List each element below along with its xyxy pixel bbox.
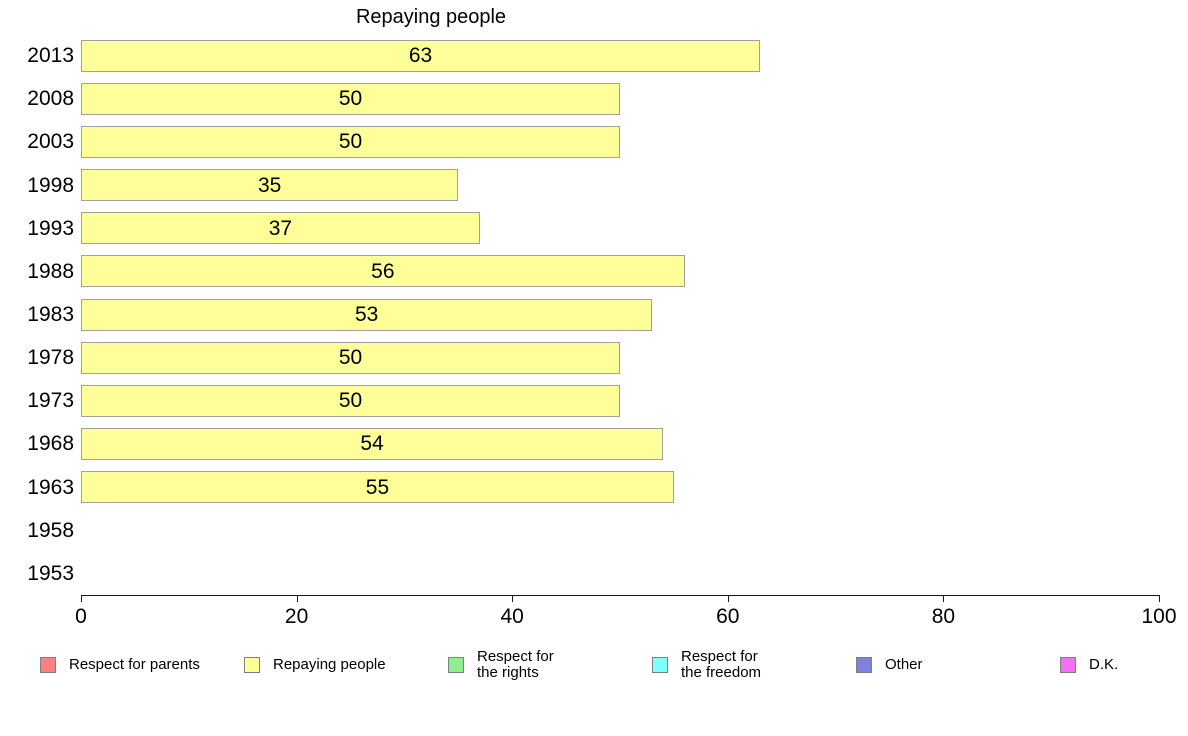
year-label: 1958 <box>27 518 74 542</box>
x-tick-mark <box>296 595 298 602</box>
bar-track: 53 <box>81 298 1159 331</box>
bar: 63 <box>81 39 761 72</box>
year-label: 1993 <box>27 216 74 240</box>
bar-row: 1988 56 <box>0 250 1159 293</box>
legend-label-respect-for-the-rights: Respect for the rights <box>477 648 554 681</box>
x-tick-label: 20 <box>284 605 309 628</box>
bar: 55 <box>81 471 674 504</box>
year-label: 2003 <box>27 130 74 154</box>
x-tick-mark <box>512 595 514 602</box>
bar-track: 50 <box>81 384 1159 417</box>
bar-value-label: 53 <box>354 303 379 327</box>
bar: 35 <box>81 169 459 202</box>
bar-track <box>81 514 1159 546</box>
bar-value-label: 63 <box>408 44 433 68</box>
bar: 56 <box>81 255 685 288</box>
bar-track: 50 <box>81 125 1159 158</box>
legend-label-repaying-people: Repaying people <box>273 656 386 673</box>
legend-swatch-respect-for-the-freedom <box>652 657 668 673</box>
bar-track: 35 <box>81 169 1159 202</box>
bar-track <box>81 557 1159 589</box>
legend-swatch-repaying-people <box>244 657 260 673</box>
bar-track: 50 <box>81 82 1159 115</box>
bar-track: 55 <box>81 471 1159 504</box>
plot-area: 2013 63 2008 50 2003 50 1998 35 1993 37 1988 56 1983… <box>0 34 1159 595</box>
bar-value-label: 54 <box>360 432 384 456</box>
year-label: 1963 <box>27 475 74 499</box>
bar-track: 63 <box>81 39 1159 72</box>
legend-swatch-respect-for-the-rights <box>448 657 464 673</box>
bar-row: 1978 50 <box>0 336 1159 379</box>
legend-label-other: Other <box>885 656 923 673</box>
year-label: 1973 <box>27 389 74 413</box>
bar-row: 2013 63 <box>0 34 1159 77</box>
year-label: 2013 <box>27 44 74 68</box>
x-tick-mark <box>81 595 82 602</box>
legend-label-d-k: D.K. <box>1089 656 1119 673</box>
legend-label-respect-for-the-freedom: Respect for the freedom <box>681 648 762 681</box>
bar: 54 <box>81 427 664 460</box>
bar: 53 <box>81 298 653 331</box>
bar-track: 54 <box>81 427 1159 460</box>
bar-value-label: 50 <box>338 346 363 370</box>
x-tick-label: 0 <box>75 605 87 628</box>
legend-swatch-d-k <box>1060 657 1076 673</box>
bar: 37 <box>81 212 480 245</box>
bar: 50 <box>81 384 620 417</box>
bar-value-label: 35 <box>257 173 282 197</box>
bar-row: 2008 50 <box>0 77 1159 120</box>
year-label: 1978 <box>27 346 74 370</box>
bar: 50 <box>81 125 620 158</box>
year-label: 1998 <box>27 173 74 197</box>
x-tick-label: 40 <box>500 605 524 628</box>
bar-value-label: 55 <box>365 475 390 499</box>
bar-row: 1993 37 <box>0 207 1159 250</box>
year-label: 1988 <box>27 259 74 283</box>
bar-value-label: 37 <box>268 216 293 240</box>
bar-row: 1983 53 <box>0 293 1159 336</box>
bar-value-label: 56 <box>371 259 395 283</box>
x-tick-label: 100 <box>1141 605 1177 628</box>
x-axis: 0 20 40 60 80 100 <box>75 595 1177 635</box>
x-tick-mark <box>943 595 945 602</box>
bar-track: 56 <box>81 255 1159 288</box>
legend-item-d-k: D.K. <box>1060 657 1118 673</box>
bar-row: 1963 55 <box>0 466 1159 509</box>
year-label: 1983 <box>27 303 74 327</box>
x-tick-mark <box>1159 595 1160 602</box>
legend-swatch-other <box>856 657 872 673</box>
year-label: 2008 <box>27 87 74 111</box>
year-label: 1968 <box>27 432 74 456</box>
x-tick-label: 80 <box>931 605 956 628</box>
bar-row: 1973 50 <box>0 379 1159 422</box>
legend-swatch-respect-for-parents <box>40 657 56 673</box>
bar-value-label: 50 <box>338 389 363 413</box>
x-tick-mark <box>727 595 729 602</box>
legend-item-respect-for-parents: Respect for parents <box>40 657 200 673</box>
x-tick-label: 60 <box>716 605 740 628</box>
bar-row: 1953 <box>0 552 1159 595</box>
bar-row: 1958 <box>0 509 1159 552</box>
bar: 50 <box>81 82 620 115</box>
legend-item-repaying-people: Repaying people <box>244 657 386 673</box>
bar: 50 <box>81 341 620 374</box>
legend-item-respect-for-the-rights: Respect for the rights <box>448 649 554 681</box>
bar-track: 50 <box>81 341 1159 374</box>
legend-item-respect-for-the-freedom: Respect for the freedom <box>652 649 761 681</box>
bar-row: 1998 35 <box>0 163 1159 206</box>
x-axis-line <box>81 595 1159 596</box>
bar-track: 37 <box>81 212 1159 245</box>
chart-title: Repaying people <box>355 6 507 28</box>
legend-item-other: Other <box>856 657 923 673</box>
legend-label-respect-for-parents: Respect for parents <box>69 656 200 673</box>
bar-row: 2003 50 <box>0 120 1159 163</box>
bar-row: 1968 54 <box>0 422 1159 465</box>
year-label: 1953 <box>27 561 74 585</box>
bar-value-label: 50 <box>338 130 363 154</box>
bar-value-label: 50 <box>338 87 363 111</box>
